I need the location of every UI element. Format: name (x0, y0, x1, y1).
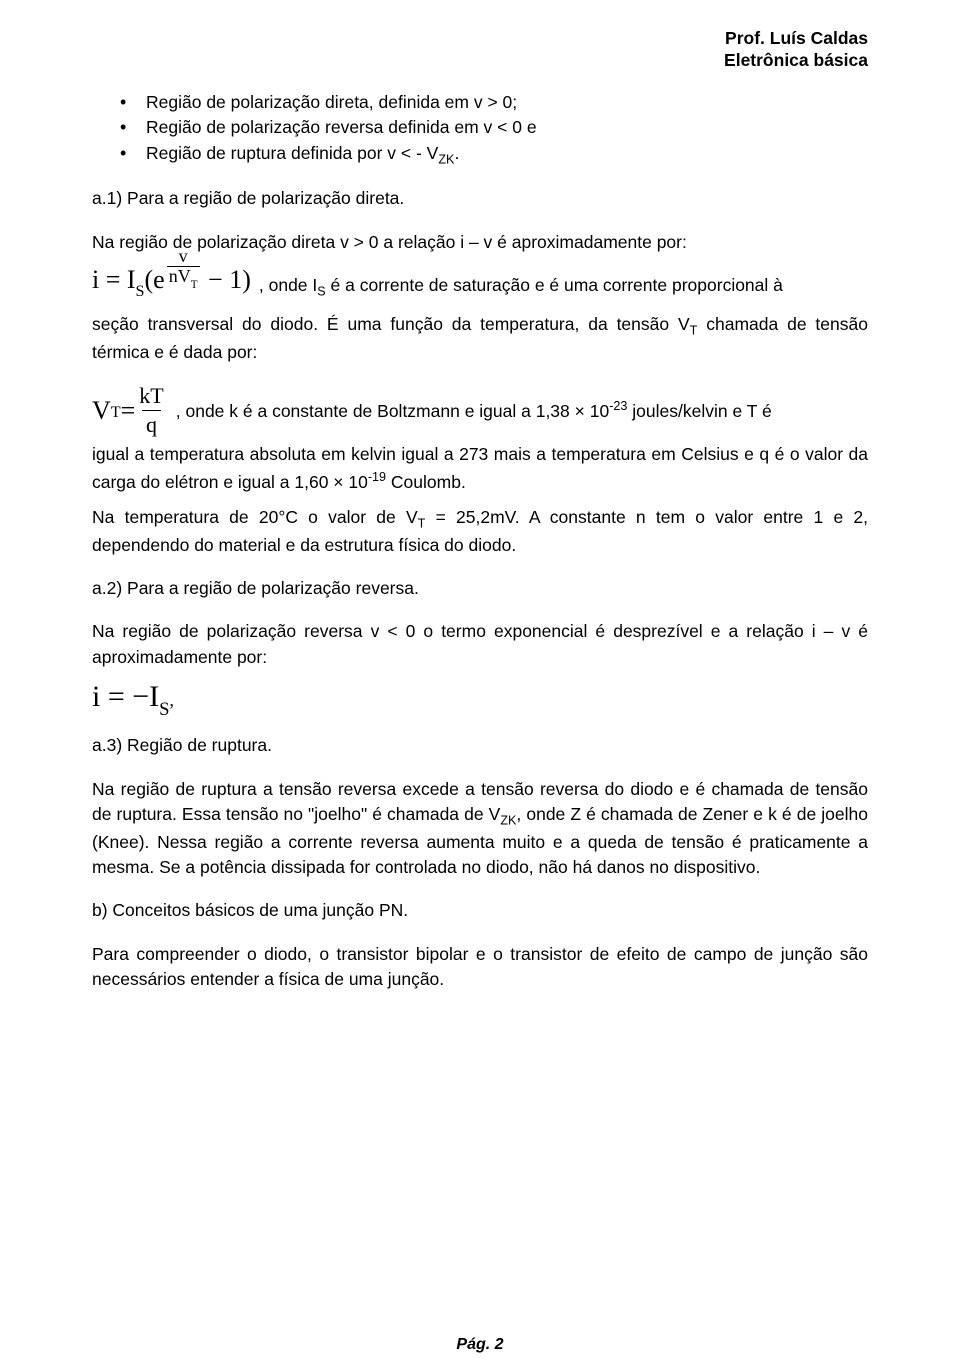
eq1-after-inline: , onde IS é a corrente de saturação e é … (259, 273, 783, 301)
eq1-continuation: seção transversal do diodo. É uma função… (92, 312, 868, 365)
region-bullet-list: Região de polarização direta, definida e… (120, 90, 868, 169)
page-header: Prof. Luís Caldas Eletrônica básica (92, 28, 868, 72)
page-footer: Pág. 2 (0, 1336, 960, 1354)
bullet-text-post: . (454, 143, 459, 163)
eq2-formula: VT = kT q (92, 383, 168, 438)
section-a3-title: a.3) Região de ruptura. (92, 733, 868, 758)
direta-intro: Na região de polarização direta v > 0 a … (92, 230, 868, 255)
eq1-block: i = IS(evnVT − 1) , onde IS é a corrente… (92, 265, 868, 308)
eq1-exponent: vnVT (167, 247, 200, 290)
eq2-after-inline: , onde k é a constante de Boltzmann e ig… (176, 397, 772, 424)
bullet-text: Região de ruptura definida por v < - V (146, 143, 438, 163)
reversa-intro: Na região de polarização reversa v < 0 o… (92, 619, 868, 670)
eq1-close: − 1) (202, 265, 251, 294)
eq1-lhs-sub: S (136, 283, 145, 300)
ruptura-paragraph: Na região de ruptura a tensão reversa ex… (92, 777, 868, 881)
page-number: Pág. 2 (456, 1336, 503, 1353)
eq1-formula: i = IS(evnVT − 1) (92, 265, 251, 308)
eq1-exp-num: v (177, 247, 190, 266)
bullet-item-ruptura: Região de ruptura definida por v < - VZK… (120, 141, 868, 169)
bullet-text: Região de polarização direta, definida e… (146, 92, 517, 112)
section-b-title: b) Conceitos básicos de uma junção PN. (92, 898, 868, 923)
eq1-exp-den: nVT (167, 266, 200, 290)
course-name: Eletrônica básica (92, 50, 868, 72)
temperature-note: Na temperatura de 20°C o valor de VT = 2… (92, 505, 868, 558)
bullet-item-reversa: Região de polarização reversa definida e… (120, 115, 868, 140)
bullet-sub: ZK (438, 152, 454, 166)
bullet-text: Região de polarização reversa definida e… (146, 117, 537, 137)
eq2-continuation: igual a temperatura absoluta em kelvin i… (92, 442, 868, 495)
final-paragraph: Para compreender o diodo, o transistor b… (92, 942, 868, 993)
section-a2-title: a.2) Para a região de polarização revers… (92, 576, 868, 601)
eq3-formula: i = −IS, (92, 680, 868, 719)
eq1-open: (e (145, 265, 165, 294)
section-a1-title: a.1) Para a região de polarização direta… (92, 186, 868, 211)
eq2-block: VT = kT q , onde k é a constante de Bolt… (92, 383, 868, 438)
bullet-item-direta: Região de polarização direta, definida e… (120, 90, 868, 115)
eq1-lhs: i = I (92, 265, 136, 294)
author-name: Prof. Luís Caldas (92, 28, 868, 50)
eq2-fraction: kT q (135, 383, 167, 438)
